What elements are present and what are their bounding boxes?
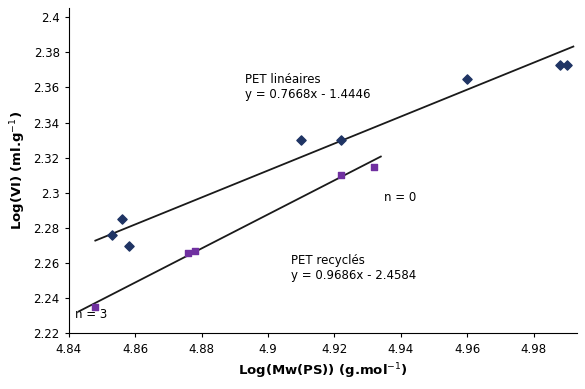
Point — [117, 216, 126, 223]
Text: PET recyclés
y = 0.9686x - 2.4584: PET recyclés y = 0.9686x - 2.4584 — [291, 254, 417, 282]
Point — [190, 248, 199, 254]
Text: PET linéaires
y = 0.7668x - 1.4446: PET linéaires y = 0.7668x - 1.4446 — [245, 74, 370, 102]
Point — [370, 163, 379, 170]
Point — [107, 232, 116, 238]
Point — [124, 242, 133, 249]
Point — [462, 75, 472, 82]
Y-axis label: Log(VI) (ml.g$^{-1}$): Log(VI) (ml.g$^{-1}$) — [8, 111, 28, 230]
Point — [562, 61, 572, 68]
Point — [184, 249, 193, 256]
X-axis label: Log(Mw(PS)) (g.mol$^{-1}$): Log(Mw(PS)) (g.mol$^{-1}$) — [238, 361, 408, 381]
Point — [91, 304, 100, 310]
Point — [555, 61, 565, 68]
Text: n = 0: n = 0 — [384, 191, 417, 204]
Point — [336, 137, 346, 143]
Text: n = 3: n = 3 — [75, 308, 108, 321]
Point — [336, 172, 346, 179]
Point — [297, 137, 306, 143]
